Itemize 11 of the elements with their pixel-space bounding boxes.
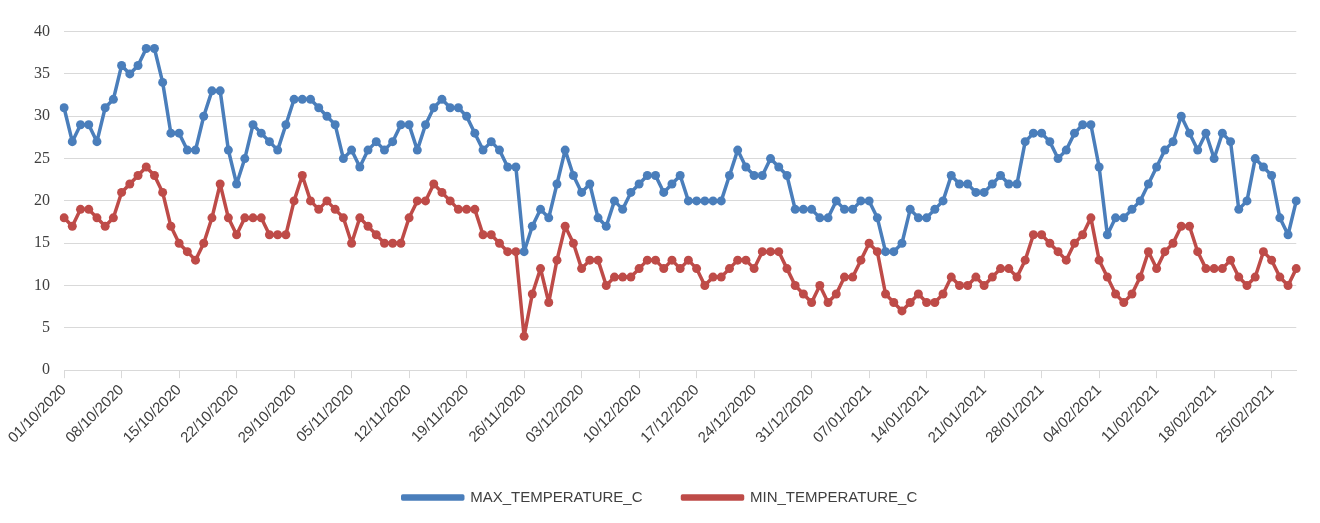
y-tick-label: 30 bbox=[34, 106, 51, 124]
legend-label: MAX_TEMPERATURE_C bbox=[470, 487, 643, 505]
y-tick-label: 40 bbox=[34, 21, 51, 39]
y-tick-label: 15 bbox=[34, 233, 51, 251]
y-tick-label: 25 bbox=[34, 148, 51, 166]
y-tick-label: 0 bbox=[42, 360, 51, 378]
y-tick-label: 35 bbox=[34, 64, 51, 82]
legend-label: MIN_TEMPERATURE_C bbox=[750, 487, 918, 505]
y-tick-label: 20 bbox=[34, 191, 51, 209]
y-tick-label: 10 bbox=[34, 275, 51, 293]
y-tick-label: 5 bbox=[42, 318, 51, 336]
